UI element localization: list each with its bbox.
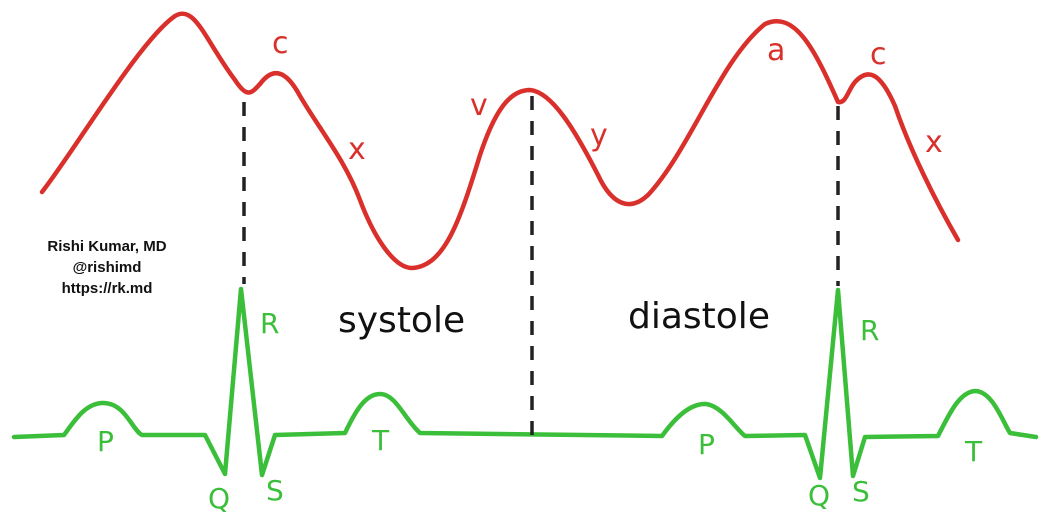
ecg-label-p1: P [97,425,114,458]
ecg-label-q1: Q [208,482,230,515]
ecg-label-r2: R [860,314,879,347]
venous-label-c2: c [870,37,887,72]
ecg-label-s1: S [266,474,284,507]
phase-label-diastole: diastole [628,296,770,337]
venous-pressure-waveform [39,11,961,271]
author-name: Rishi Kumar, MD [47,238,167,255]
ecg-label-t1: T [371,424,390,457]
venous-label-y: y [590,118,608,153]
author-credit: Rishi Kumar, MD @rishimd https://rk.md [18,236,196,299]
ecg-label-s2: S [852,475,870,508]
ecg-label-p2: P [698,428,715,461]
author-handle: @rishimd [72,259,142,276]
ecg-label-t2: T [964,435,983,468]
phase-label-systole: systole [338,300,465,341]
ecg-label-r1: R [260,307,279,340]
author-url: https://rk.md [61,280,153,297]
ecg-label-q2: Q [808,479,830,512]
venous-label-x2: x [925,125,943,160]
venous-label-x1: x [348,132,366,167]
venous-label-v: v [470,88,488,123]
venous-label-a: a [767,33,785,68]
venous-label-c1: c [272,26,289,61]
ecg-waveform [11,286,1039,481]
